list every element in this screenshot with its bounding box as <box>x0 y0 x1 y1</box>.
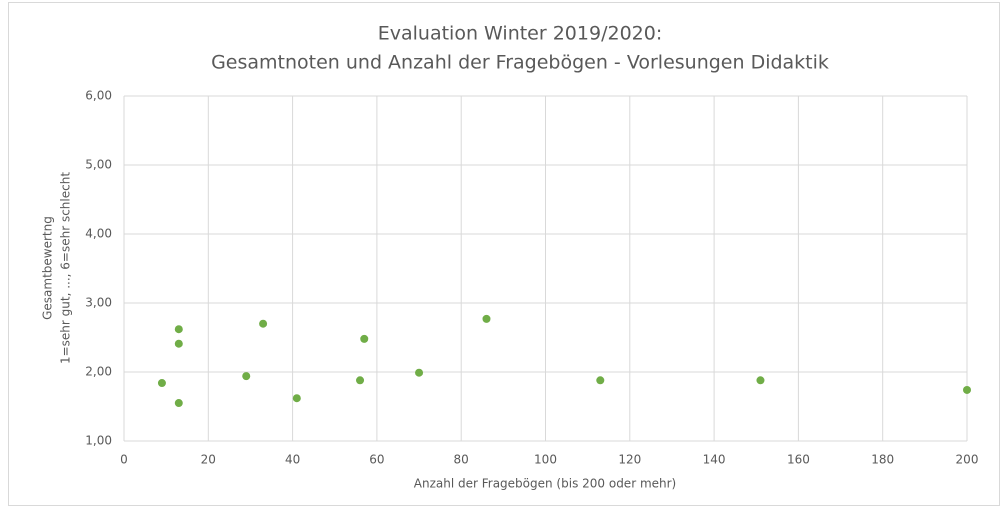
point <box>963 385 971 394</box>
x-tick-label: 180 <box>871 453 894 467</box>
point <box>482 314 491 323</box>
x-tick-label: 60 <box>369 453 384 467</box>
x-tick-label: 200 <box>956 453 979 467</box>
x-tick-label: 0 <box>120 453 128 467</box>
point <box>174 339 183 348</box>
x-tick-label: 80 <box>454 453 469 467</box>
y-axis-label: Gesamtbewertng <box>41 216 55 320</box>
chart-title: Gesamtnoten und Anzahl der Fragebögen - … <box>211 52 829 74</box>
point <box>415 368 424 377</box>
point <box>174 399 183 408</box>
x-tick-label: 120 <box>618 453 641 467</box>
y-tick-label: 2,00 <box>85 365 112 379</box>
point <box>292 394 301 403</box>
y-tick-label: 4,00 <box>85 227 112 241</box>
x-tick-label: 100 <box>534 453 557 467</box>
y-tick-label: 6,00 <box>85 89 112 103</box>
chart-title: Evaluation Winter 2019/2020: <box>378 23 662 45</box>
y-axis-label: 1=sehr gut, ..., 6=sehr schlecht <box>59 172 73 364</box>
x-tick-label: 20 <box>201 453 216 467</box>
chart-border <box>8 2 1000 506</box>
x-tick-label: 40 <box>285 453 300 467</box>
x-tick-label: 160 <box>787 453 810 467</box>
point <box>356 376 365 385</box>
point <box>756 376 765 385</box>
y-tick-label: 1,00 <box>85 434 112 448</box>
point <box>242 372 251 381</box>
y-tick-label: 5,00 <box>85 158 112 172</box>
x-axis-label: Anzahl der Fragebögen (bis 200 oder mehr… <box>414 477 676 491</box>
point <box>259 319 268 328</box>
y-tick-label: 3,00 <box>85 296 112 310</box>
point <box>360 334 369 343</box>
x-tick-label: 140 <box>703 453 726 467</box>
point <box>157 379 166 388</box>
point <box>174 325 183 334</box>
point <box>596 376 605 385</box>
